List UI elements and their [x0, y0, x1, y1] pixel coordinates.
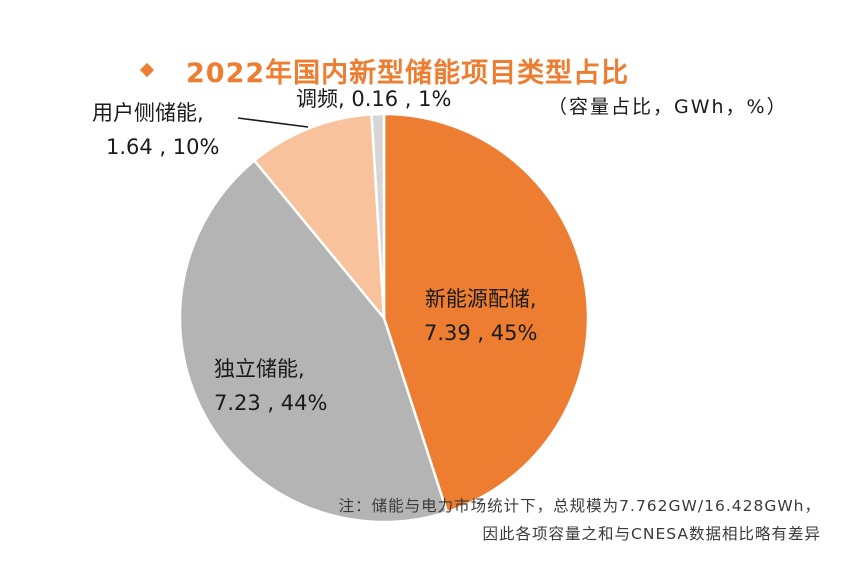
diamond-bullet-icon	[139, 62, 155, 78]
footnote-line-1: 注：储能与电力市场统计下，总规模为7.762GW/16.428GWh，	[338, 497, 821, 515]
slice-label-renewable-name: 新能源配储,	[424, 287, 537, 311]
slice-label-standalone-name: 独立储能,	[214, 357, 305, 381]
slice-label-standalone-value: 7.23 , 44%	[214, 391, 328, 415]
slice-label-user-name: 用户侧储能,	[92, 101, 204, 125]
slice-label-standalone: 独立储能, 7.23 , 44%	[214, 352, 327, 420]
title-row: 2022年国内新型储能项目类型占比	[139, 50, 630, 90]
slice-label-user-value: 1.64 , 10%	[106, 135, 220, 159]
pie-slice-user	[253, 113, 386, 320]
footnote-line-2: 因此各项容量之和与CNESA数据相比略有差异	[482, 525, 821, 543]
pie-slice-fm	[370, 112, 386, 320]
leader-line-user	[237, 117, 309, 128]
slice-label-user: 用户侧储能, 1.64 , 10%	[92, 96, 219, 164]
pie-slice-standalone	[178, 159, 449, 524]
unit-note: （容量占比，GWh，%）	[548, 96, 788, 118]
slice-label-fm-text: 调频, 0.16 , 1%	[296, 87, 452, 111]
slice-label-renewable: 新能源配储, 7.39 , 45%	[424, 282, 537, 350]
footnote: 注：储能与电力市场统计下，总规模为7.762GW/16.428GWh， 因此各项…	[339, 492, 821, 548]
pie-slice-renewable	[382, 112, 590, 514]
slice-label-fm: 调频, 0.16 , 1%	[296, 82, 451, 116]
chart-title: 2022年国内新型储能项目类型占比	[186, 57, 630, 89]
slice-label-renewable-value: 7.39 , 45%	[424, 321, 538, 345]
